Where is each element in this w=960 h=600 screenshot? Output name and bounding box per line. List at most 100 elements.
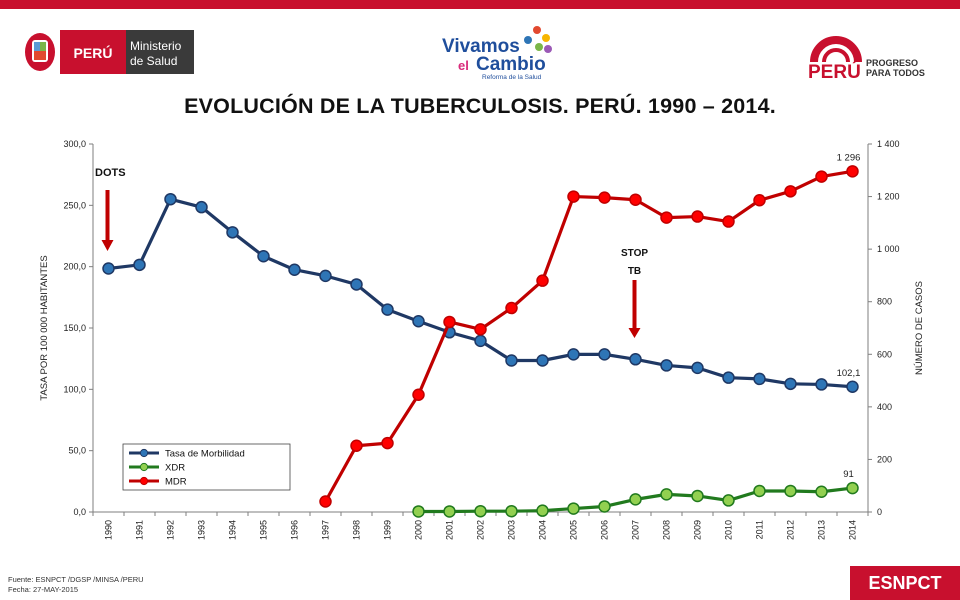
peru-arch-icon (810, 36, 862, 63)
x-tick-label: 2010 (724, 520, 734, 540)
morbilidad-point (722, 371, 735, 384)
x-tick-label: 2000 (414, 520, 424, 540)
x-tick-label: 2005 (569, 520, 579, 540)
top-red-bar (0, 0, 960, 9)
x-tick-label: 2008 (662, 520, 672, 540)
legend-label-morbilidad: Tasa de Morbilidad (165, 449, 245, 460)
peru-flag-text: PERÚ (74, 44, 113, 61)
x-tick-label: 2011 (755, 520, 765, 539)
morbilidad-point (288, 263, 301, 276)
dots-arrow-head (101, 240, 114, 251)
mdr-series-line (324, 169, 853, 503)
left-tick-label: 100,0 (63, 384, 86, 394)
xdr-point (412, 505, 425, 518)
ministerio-line2: de Salud (130, 54, 177, 68)
stop-tb-arrow-head (628, 328, 641, 338)
el-text: el (458, 58, 469, 73)
left-tick-label: 50,0 (68, 446, 86, 456)
legend-marker-mdr (139, 476, 149, 486)
morbilidad-point (846, 380, 859, 394)
x-tick-label: 2013 (817, 520, 827, 540)
morbilidad-series-line (108, 197, 853, 389)
mdr-point (598, 191, 611, 204)
x-tick-label: 1996 (290, 520, 300, 540)
morbilidad-point (381, 303, 394, 316)
x-tick-label: 2009 (693, 520, 703, 540)
xdr-point (753, 484, 766, 498)
mdr-point (381, 436, 394, 450)
tuberculosis-chart: 0,0 50,0 100,0 150,0 200,0 250,0 300,0 0 200 400 6… (39, 139, 925, 540)
morbilidad-point (784, 377, 797, 391)
morbilidad-data-label: 102,1 (837, 368, 861, 379)
morbilidad-point (598, 348, 611, 361)
morbilidad-point (226, 226, 239, 239)
mdr-point (753, 194, 766, 207)
mdr-point (846, 165, 859, 178)
peru-main-text: PERÚ (808, 61, 861, 80)
mdr-point (567, 190, 580, 203)
right-tick-label: 600 (877, 349, 892, 359)
xdr-point (474, 504, 487, 518)
esnpct-badge: ESNPCT (850, 566, 960, 600)
morbilidad-point (815, 378, 828, 391)
date-text: Fecha: 27-MAY-2015 (8, 585, 79, 594)
right-tick-label: 400 (877, 402, 892, 412)
ministerio-de-salud-logo: PERÚ Ministerio de Salud (25, 30, 194, 74)
left-tick-label: 0,0 (73, 507, 86, 517)
mdr-point (350, 439, 363, 453)
right-tick-label: 800 (877, 297, 892, 307)
x-tick-label: 1997 (321, 520, 331, 540)
peru-progreso-logo: PERÚ PROGRESO PARA TODOS (808, 36, 925, 80)
left-tick-label: 150,0 (63, 323, 86, 333)
morbilidad-point (629, 353, 642, 366)
mdr-point (629, 193, 642, 206)
xdr-data-label: 91 (843, 469, 854, 480)
legend-marker-morbilidad (139, 448, 149, 458)
morbilidad-point (412, 315, 425, 328)
mdr-point (660, 211, 673, 224)
x-tick-label: 1992 (166, 520, 176, 540)
stop-tb-annotation-line2: TB (628, 266, 641, 277)
x-tick-label: 2002 (476, 520, 486, 540)
x-tick-label: 1995 (259, 520, 269, 540)
right-tick-label: 200 (877, 454, 892, 464)
xdr-point (784, 484, 797, 498)
morbilidad-point (660, 359, 673, 372)
chart-title: EVOLUCIÓN DE LA TUBERCULOSIS. PERÚ. 1990… (184, 94, 776, 118)
cambio-text: Cambio (476, 54, 546, 75)
x-tick-label: 2012 (786, 520, 796, 540)
xdr-point (443, 505, 456, 518)
x-tick-label: 2007 (631, 520, 641, 540)
legend-marker-xdr (139, 462, 149, 472)
mdr-point (784, 185, 797, 198)
stop-tb-arrow-shaft (632, 280, 637, 328)
morbilidad-point (133, 258, 146, 272)
mdr-point (815, 170, 828, 183)
xdr-point (567, 502, 580, 515)
right-tick-label: 1 200 (877, 192, 900, 202)
para-todos-text: PARA TODOS (866, 68, 925, 78)
mdr-point (505, 301, 518, 315)
morbilidad-point (102, 262, 115, 275)
mdr-point (319, 495, 332, 508)
x-tick-label: 1998 (352, 520, 362, 540)
xdr-point (629, 493, 642, 506)
left-tick-label: 250,0 (63, 200, 86, 210)
morbilidad-point (753, 372, 766, 386)
vivamos-el-cambio-logo: Vivamos el Cambio Reforma de la Salud (442, 26, 552, 81)
morbilidad-point (195, 200, 208, 214)
progreso-text: PROGRESO (866, 58, 918, 68)
morbilidad-point (319, 269, 332, 283)
morbilidad-point (691, 361, 704, 375)
ministerio-line1: Ministerio (130, 39, 182, 53)
morbilidad-point (164, 192, 177, 206)
mdr-point (474, 323, 487, 336)
right-tick-label: 1 400 (877, 139, 900, 149)
dots-annotation: DOTS (95, 167, 126, 179)
right-tick-label: 1 000 (877, 244, 900, 254)
mdr-point (691, 210, 704, 223)
xdr-point (505, 504, 518, 518)
x-tick-label: 2004 (538, 520, 548, 540)
xdr-point (691, 489, 704, 503)
source-note: Fuente: ESNPCT /DGSP /MINSA /PERU Fecha:… (8, 575, 144, 595)
